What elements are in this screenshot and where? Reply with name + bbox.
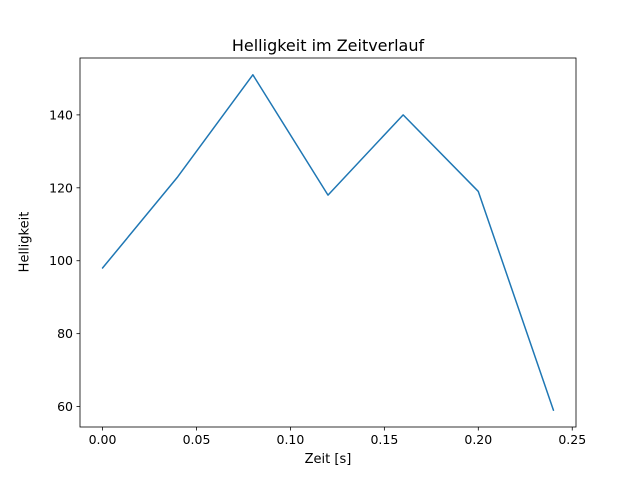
chart-title: Helligkeit im Zeitverlauf bbox=[231, 36, 425, 55]
y-tick-label: 100 bbox=[49, 253, 73, 268]
x-tick-label: 0.05 bbox=[183, 432, 211, 447]
x-tick-label: 0.10 bbox=[277, 432, 305, 447]
y-tick-label: 80 bbox=[57, 326, 73, 341]
y-tick-label: 120 bbox=[49, 180, 73, 195]
x-tick-label: 0.25 bbox=[558, 432, 586, 447]
x-tick-label: 0.20 bbox=[464, 432, 492, 447]
y-tick-label: 60 bbox=[57, 399, 73, 414]
y-tick-label: 140 bbox=[49, 107, 73, 122]
x-tick-label: 0.00 bbox=[89, 432, 117, 447]
axes-spines bbox=[79, 57, 577, 428]
x-tick-label: 0.15 bbox=[370, 432, 398, 447]
x-axis-label: Zeit [s] bbox=[304, 452, 352, 467]
data-line bbox=[101, 74, 555, 411]
